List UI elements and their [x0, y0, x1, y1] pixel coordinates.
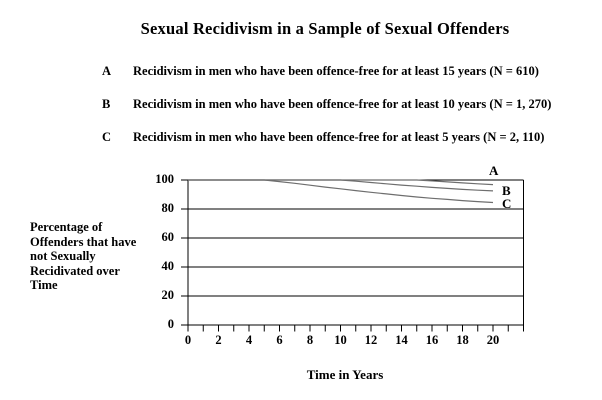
legend-letter-b: B — [102, 97, 111, 111]
legend-description-a: Recidivism in men who have been offence-… — [133, 64, 539, 78]
curve-a — [188, 179, 494, 186]
legend-row-a: A Recidivism in men who have been offenc… — [102, 64, 539, 79]
legend-description-b: Recidivism in men who have been offence-… — [133, 97, 552, 111]
legend-row-b: B Recidivism in men who have been offenc… — [102, 97, 551, 112]
x-axis-label: Time in Years — [306, 367, 384, 382]
curve-b — [188, 179, 494, 192]
y-axis-label: Percentage of Offenders that have not Se… — [30, 220, 137, 293]
curve-c — [188, 179, 494, 204]
legend-description-c: Recidivism in men who have been offence-… — [133, 130, 545, 144]
legend-row-c: C Recidivism in men who have been offenc… — [102, 130, 544, 145]
legend-letter-c: C — [102, 130, 112, 144]
chart-title: Sexual Recidivism in a Sample of Sexual … — [140, 19, 510, 38]
legend-letter-a: A — [102, 64, 112, 78]
